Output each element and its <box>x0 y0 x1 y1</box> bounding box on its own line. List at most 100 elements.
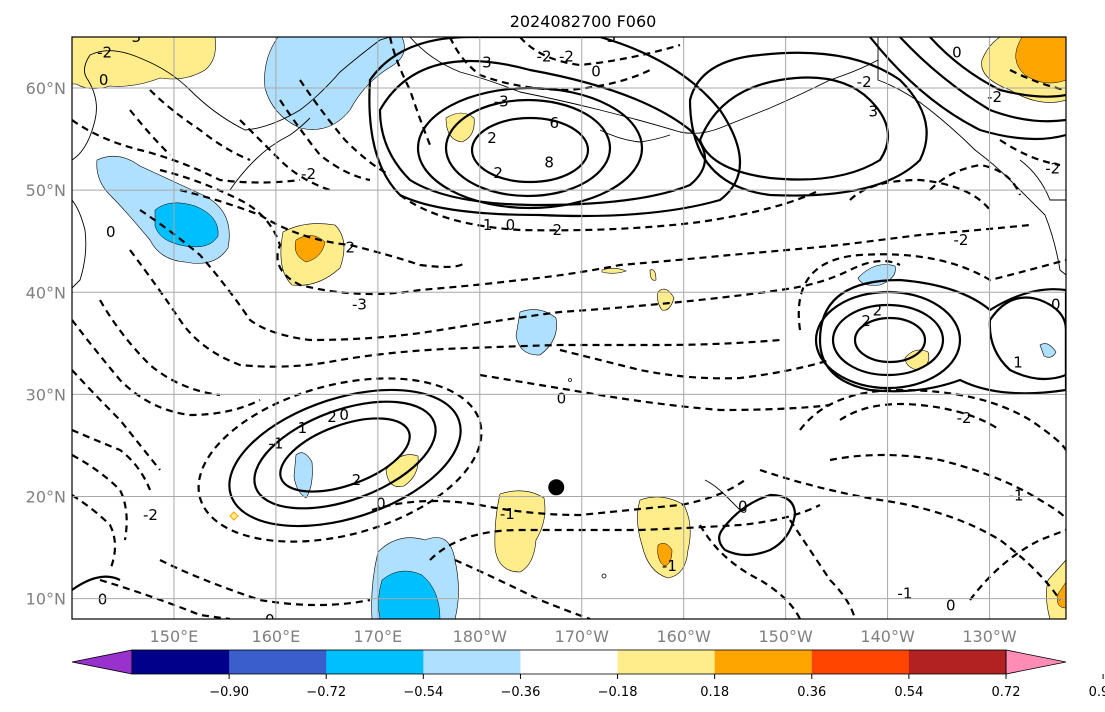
fill-negative-area <box>293 452 313 499</box>
colorbar-label: 0.72 <box>992 685 1021 700</box>
lat-label: 50°N <box>26 181 66 200</box>
contour-label: 2 <box>493 164 503 182</box>
contour-label: 8 <box>544 154 554 172</box>
fill-negative-core <box>378 570 441 619</box>
contour-label: -1 <box>897 584 912 602</box>
contour-label: 0 <box>591 63 601 81</box>
contour-dashed <box>279 99 371 182</box>
contour-label: -2 <box>559 47 574 65</box>
contour-dashed <box>139 209 901 342</box>
contour-dashed <box>799 388 1066 451</box>
colorbar-segment <box>520 650 619 674</box>
contour-label: -1 <box>477 216 492 234</box>
colorbar-label: 0.18 <box>700 685 729 700</box>
contour-label: 0 <box>1051 296 1061 314</box>
lat-label: 40°N <box>26 283 66 302</box>
lon-label: 130°W <box>962 627 1017 646</box>
contour-label: -1 <box>662 557 677 575</box>
fill-negative-area <box>1039 343 1057 358</box>
colorbar: −0.90 −0.72 −0.54 −0.36 −0.18 0.18 0.36 0.54 0.7… <box>71 649 1105 700</box>
contour-solid <box>470 116 590 184</box>
lon-label: 150°W <box>758 627 813 646</box>
contour-label: -2 <box>97 43 112 61</box>
contour-label: 2 <box>861 312 871 330</box>
contour-dashed <box>149 89 251 162</box>
contour-label: 1 <box>298 419 308 437</box>
contour-label: 0 <box>106 223 116 241</box>
contour-solid <box>279 417 411 493</box>
coastlines <box>72 37 1066 579</box>
contour-dashed <box>72 454 128 541</box>
contour-dashed <box>129 249 781 368</box>
contour-dashed <box>239 119 331 192</box>
colorbar-segment <box>714 650 813 674</box>
colorbar-label: 0.54 <box>894 685 923 700</box>
contour-label-bg <box>1076 99 1091 116</box>
colorbar-label: −0.36 <box>501 685 541 700</box>
colorbar-segment <box>423 650 521 674</box>
contour-dashed <box>72 369 161 471</box>
contour-solid <box>444 98 612 198</box>
contour-label: -2 <box>1070 80 1085 98</box>
contour-label: -2 <box>987 88 1002 106</box>
lon-label: 160°W <box>657 627 712 646</box>
contour-label: -2 <box>143 506 158 524</box>
coastline-japan <box>72 199 87 289</box>
contour-dashed <box>299 79 391 176</box>
contour-label: -1 <box>500 505 515 523</box>
location-marker <box>548 479 565 496</box>
gridlines <box>72 37 1066 619</box>
contour-dashed <box>479 373 831 412</box>
colorbar-segment <box>811 650 910 674</box>
colorbar-label: 0.36 <box>797 685 826 700</box>
fill-negative-core <box>154 202 219 248</box>
contour-dashed <box>929 163 1022 196</box>
colorbar-extend-high <box>1005 649 1067 675</box>
colorbar-segment <box>617 650 716 674</box>
contour-label: -2 <box>857 73 872 91</box>
contour-solid <box>378 59 706 207</box>
colorbar-label: −0.54 <box>403 685 443 700</box>
contour-solid <box>688 51 928 197</box>
contour-dashed <box>839 402 1001 431</box>
contour-solid <box>228 388 462 528</box>
contour-label: 3 <box>482 54 492 72</box>
coastline-us-west <box>1019 159 1066 201</box>
fill-positive-core <box>1015 37 1066 84</box>
fill-positive-area <box>904 349 930 371</box>
colorbar-segment <box>132 650 230 674</box>
contour-dashed <box>699 524 801 619</box>
lon-label: 160°E <box>252 627 301 646</box>
colorbar-label: −0.90 <box>209 685 249 700</box>
contour-label: 1 <box>1013 354 1023 372</box>
contour-dashed <box>99 299 221 397</box>
lat-label: 10°N <box>26 590 66 609</box>
fill-negative-area <box>515 309 557 356</box>
contour-dashed <box>789 519 857 619</box>
contour-label: 3 <box>869 103 879 121</box>
longitude-axis: 150°E 160°E 170°E 180°W 170°W 160°W 150°W 140°W… <box>150 627 1017 646</box>
contour-label: -2 <box>954 231 969 249</box>
fill-positive-core <box>657 543 673 567</box>
contour-dashed <box>399 189 821 232</box>
fill-positive-core <box>294 235 326 263</box>
contour-label: -2 <box>301 165 316 183</box>
contours <box>72 37 1066 619</box>
contour-dashed <box>454 558 591 619</box>
contour-solid <box>818 278 1066 395</box>
coastline-hawaii <box>704 479 747 513</box>
coastline-alaska <box>409 37 879 134</box>
contour-label: 0 <box>265 611 275 629</box>
contour-solid <box>72 575 121 591</box>
shaded-anomalies <box>72 37 1066 619</box>
contour-label: 6 <box>549 114 559 132</box>
contour-label: 3 <box>131 28 141 46</box>
contour-label: 2 <box>873 302 883 320</box>
fill-positive-area <box>637 496 691 579</box>
contour-label: -2 <box>537 47 552 65</box>
contour-dashed <box>129 109 171 156</box>
coastline-kuril-kamchatka <box>229 117 311 191</box>
coastline-aleutians <box>599 129 671 143</box>
fill-positive-area <box>649 269 657 281</box>
